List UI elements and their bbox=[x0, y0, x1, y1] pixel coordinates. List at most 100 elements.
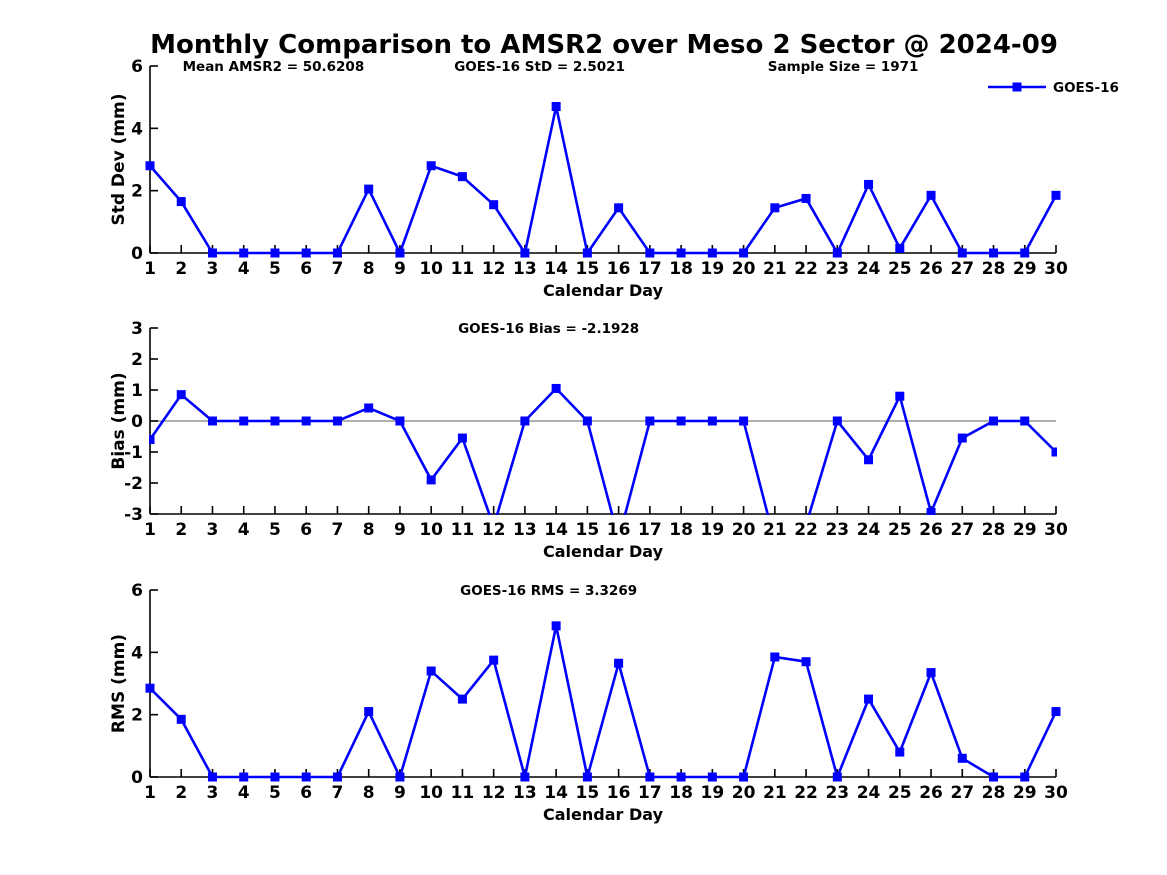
std-dev-data-point-marker bbox=[551, 102, 561, 112]
rms-data-point-marker bbox=[176, 714, 186, 724]
x-tick-label: 23 bbox=[825, 520, 849, 540]
x-tick-label: 1 bbox=[144, 783, 156, 803]
bias-data-point-marker bbox=[676, 416, 686, 426]
rms-data-point-marker bbox=[739, 772, 749, 782]
bias-data-point-marker bbox=[520, 416, 530, 426]
bias-subplot: 1 2 3 4 5 6 7 8 9 10 11 12 13 14 15 16 17 18 19 20 21 22 23 24 2… bbox=[109, 319, 1068, 561]
rms-data-point-marker bbox=[207, 772, 217, 782]
legend-marker-sample bbox=[1012, 82, 1022, 92]
y-tick-label: 1 bbox=[131, 381, 143, 401]
x-tick-label: 3 bbox=[207, 259, 219, 279]
x-tick-label: 28 bbox=[982, 783, 1006, 803]
bias-data-point-marker bbox=[239, 416, 249, 426]
x-tick-label: 22 bbox=[794, 520, 818, 540]
x-tick-label: 29 bbox=[1013, 520, 1037, 540]
rms-data-point-marker bbox=[1051, 707, 1061, 717]
rms-data-point-marker bbox=[270, 772, 280, 782]
x-tick-label: 25 bbox=[888, 520, 912, 540]
rms-data-point-marker bbox=[301, 772, 311, 782]
bias-data-point-marker bbox=[364, 403, 374, 413]
y-tick-label: 0 bbox=[131, 244, 143, 264]
x-tick-label: 20 bbox=[732, 783, 756, 803]
std-dev-data-point-marker bbox=[426, 161, 436, 171]
x-tick-label: 14 bbox=[544, 259, 568, 279]
x-tick-label: 17 bbox=[638, 259, 662, 279]
std-dev-xlabel: Calendar Day bbox=[543, 281, 664, 300]
x-tick-label: 26 bbox=[919, 520, 943, 540]
x-tick-label: 13 bbox=[513, 783, 537, 803]
x-tick-label: 7 bbox=[332, 259, 344, 279]
bias-data-point-marker bbox=[1051, 447, 1057, 457]
y-tick-label: 4 bbox=[131, 643, 143, 663]
x-tick-label: 6 bbox=[300, 520, 312, 540]
x-tick-label: 30 bbox=[1044, 259, 1068, 279]
x-tick-label: 20 bbox=[732, 520, 756, 540]
x-tick-label: 30 bbox=[1044, 783, 1068, 803]
rms-data-point-marker bbox=[614, 658, 624, 668]
x-tick-label: 23 bbox=[825, 259, 849, 279]
x-tick-label: 27 bbox=[950, 259, 974, 279]
x-tick-label: 3 bbox=[207, 783, 219, 803]
y-tick-label: 6 bbox=[131, 57, 143, 77]
bias-data-point-marker bbox=[332, 416, 342, 426]
x-tick-label: 27 bbox=[950, 520, 974, 540]
x-tick-label: 16 bbox=[607, 783, 631, 803]
rms-data-point-marker bbox=[364, 707, 374, 717]
std-dev-data-point-marker bbox=[739, 248, 749, 258]
x-tick-label: 29 bbox=[1013, 259, 1037, 279]
rms-data-point-marker bbox=[520, 772, 530, 782]
rms-data-point-marker bbox=[332, 772, 342, 782]
x-tick-label: 6 bbox=[300, 783, 312, 803]
x-tick-label: 24 bbox=[857, 520, 881, 540]
rms-data-point-marker bbox=[426, 666, 436, 676]
rms-data-point-marker bbox=[832, 772, 842, 782]
x-tick-label: 11 bbox=[451, 259, 475, 279]
std-dev-data-point-marker bbox=[582, 248, 592, 258]
std-dev-data-point-marker bbox=[301, 248, 311, 258]
rms-data-point-marker bbox=[239, 772, 249, 782]
x-tick-label: 15 bbox=[576, 783, 600, 803]
x-tick-label: 23 bbox=[825, 783, 849, 803]
y-tick-label: 3 bbox=[131, 319, 143, 339]
x-tick-label: 18 bbox=[669, 783, 693, 803]
x-tick-label: 12 bbox=[482, 520, 506, 540]
x-tick-label: 9 bbox=[394, 783, 406, 803]
std-dev-data-point-marker bbox=[395, 248, 405, 258]
bias-data-point-marker bbox=[957, 433, 967, 443]
x-tick-label: 2 bbox=[175, 259, 187, 279]
std-dev-data-point-marker bbox=[145, 161, 155, 171]
x-tick-label: 5 bbox=[269, 259, 281, 279]
y-tick-label: -1 bbox=[124, 443, 143, 463]
x-tick-label: 13 bbox=[513, 259, 537, 279]
std-dev-data-point-marker bbox=[770, 203, 780, 213]
x-tick-label: 10 bbox=[419, 259, 443, 279]
bias-data-point-marker bbox=[426, 475, 436, 485]
x-tick-label: 2 bbox=[175, 783, 187, 803]
bias-xlabel: Calendar Day bbox=[543, 542, 664, 561]
x-tick-label: 29 bbox=[1013, 783, 1037, 803]
bias-data-point-marker bbox=[832, 416, 842, 426]
x-tick-label: 17 bbox=[638, 783, 662, 803]
x-tick-label: 28 bbox=[982, 259, 1006, 279]
std-dev-data-point-marker bbox=[489, 200, 499, 210]
std-dev-data-point-marker bbox=[270, 248, 280, 258]
x-tick-label: 4 bbox=[238, 520, 250, 540]
rms-data-point-marker bbox=[489, 655, 499, 665]
bias-data-point-marker bbox=[645, 416, 655, 426]
rms-data-point-marker bbox=[145, 683, 155, 693]
std-dev-data-point-marker bbox=[989, 248, 999, 258]
x-tick-label: 20 bbox=[732, 259, 756, 279]
x-tick-label: 21 bbox=[763, 259, 787, 279]
x-tick-label: 26 bbox=[919, 783, 943, 803]
x-tick-label: 9 bbox=[394, 520, 406, 540]
x-tick-label: 19 bbox=[701, 783, 725, 803]
legend: GOES-16 bbox=[988, 80, 1119, 96]
bias-data-point-marker bbox=[207, 416, 217, 426]
x-tick-label: 11 bbox=[451, 783, 475, 803]
x-tick-label: 1 bbox=[144, 259, 156, 279]
std-dev-data-point-marker bbox=[676, 248, 686, 258]
bias-data-point-marker bbox=[457, 433, 467, 443]
bias-ylabel: Bias (mm) bbox=[109, 372, 129, 469]
rms-data-point-marker bbox=[895, 747, 905, 757]
